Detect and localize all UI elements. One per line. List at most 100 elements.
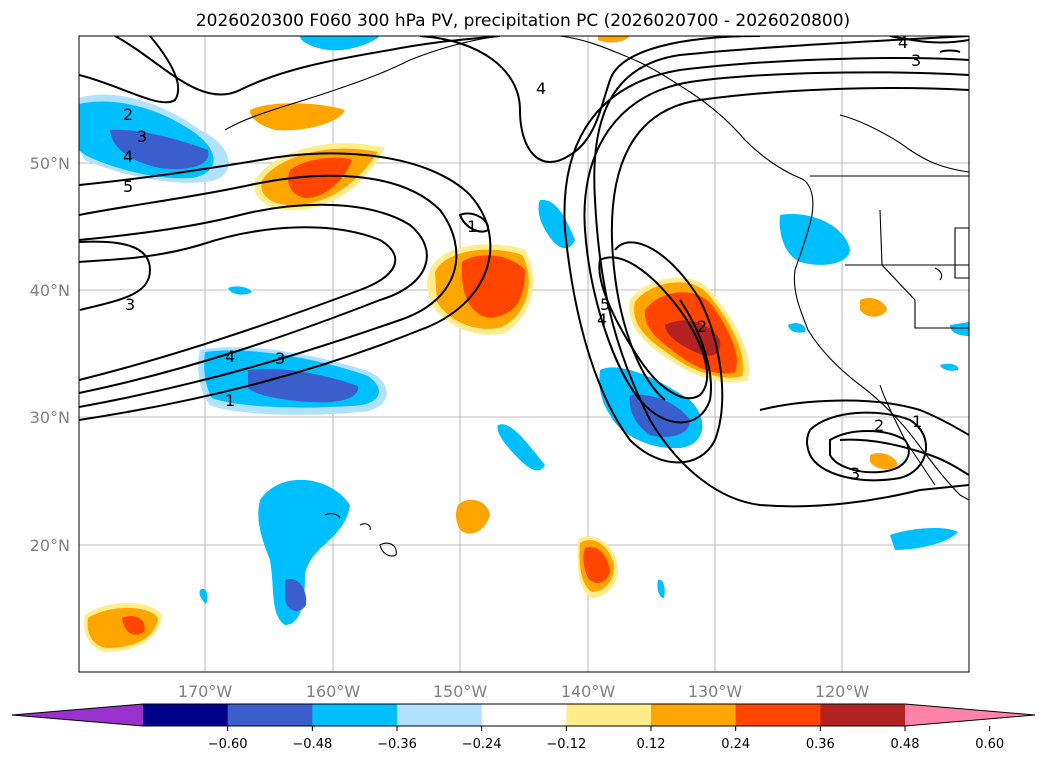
colorbar-segment — [312, 704, 398, 726]
contour-label: 5 — [123, 177, 133, 196]
neg-area-aleutian-core — [110, 129, 209, 170]
pos-area-southwest-core — [122, 615, 145, 635]
lon-label: 150°W — [433, 682, 488, 701]
pv-contour-north-2 — [79, 36, 180, 104]
colorbar: −0.60 −0.48 −0.36 −0.24 −0.12 0.12 0.24 0.36 0.4… — [11, 703, 1036, 752]
pv-contour-jet-4 — [79, 152, 492, 421]
colorbar-outline — [11, 703, 1036, 727]
neg-area-mexico — [890, 528, 958, 550]
pv-contour-low-1 — [806, 411, 927, 482]
pv-contour-south-east-2 — [839, 438, 969, 476]
colorbar-segment — [651, 704, 737, 726]
contour-label: 3 — [125, 295, 135, 314]
colorbar-tick-label: −0.60 — [208, 737, 248, 752]
neg-area-small-6 — [940, 363, 959, 371]
neg-area-hawaii-west-core — [285, 579, 307, 612]
lon-label: 140°W — [561, 682, 616, 701]
latitude-labels: 50°N 40°N 30°N 20°N — [30, 154, 70, 555]
colorbar-segment — [820, 704, 906, 726]
state-borders-west — [879, 209, 969, 329]
pos-area-north-edge — [598, 36, 630, 43]
contour-label: 4 — [597, 310, 607, 329]
neg-area-subtropical-core — [248, 368, 359, 403]
map-frame — [78, 35, 970, 673]
hawaii-island-1 — [324, 513, 341, 519]
contour-label: 2 — [697, 317, 707, 336]
pos-area-baja — [870, 453, 898, 470]
colorbar-ticks: −0.60 −0.48 −0.36 −0.24 −0.12 0.12 0.24 0.36 0.4… — [208, 726, 1004, 752]
lon-label: 170°W — [178, 682, 233, 701]
contour-label: 4 — [536, 79, 546, 98]
contour-label: 3 — [275, 349, 285, 368]
map-area: 2 3 4 5 4 3 1 3 4 1 5 4 2 4 3 2 1 3 — [79, 36, 969, 672]
neg-area-pacific-northwest — [779, 214, 850, 265]
neg-area-hawaii-west — [258, 479, 350, 625]
contour-label: 3 — [850, 464, 860, 483]
contour-label: 3 — [137, 127, 147, 146]
colorbar-low-extension — [12, 704, 143, 726]
contour-label: 1 — [467, 217, 477, 236]
colorbar-tick-label: 0.36 — [806, 737, 835, 752]
colorbar-tick-label: 0.60 — [975, 737, 1004, 752]
colorbar-tick-label: 0.12 — [637, 737, 666, 752]
pv-contour-jet-3 — [79, 174, 458, 408]
lon-label: 130°W — [688, 682, 743, 701]
pos-area-south-core — [583, 547, 610, 584]
neg-area-small-3 — [228, 286, 252, 295]
contour-labels: 2 3 4 5 4 3 1 3 4 1 5 4 2 4 3 2 1 3 — [123, 36, 922, 483]
west-coast — [559, 36, 969, 501]
pv-contour-trough-4 — [610, 87, 969, 401]
neg-area-small-5 — [950, 322, 969, 336]
lake-1 — [934, 267, 943, 281]
lon-label: 160°W — [306, 682, 361, 701]
pos-area-hawaii-east — [455, 499, 490, 534]
pv-contour-trough-2 — [563, 57, 969, 464]
colorbar-segment — [143, 704, 229, 726]
pv-contour-north-3 — [419, 36, 761, 163]
figure-title: 2026020300 F060 300 hPa PV, precipitatio… — [196, 11, 850, 31]
hawaii-island-3 — [379, 542, 397, 557]
pv-contour-trough-3 — [583, 71, 969, 424]
pv-contour-south-east — [759, 399, 969, 436]
colorbar-high-extension — [905, 704, 1035, 726]
pv-contour-west-loop — [79, 240, 152, 311]
pv-contour-jet-2 — [79, 203, 428, 394]
pv-contour-cutoff — [598, 256, 708, 400]
colorbar-tick-label: 0.24 — [721, 737, 750, 752]
contour-label: 4 — [123, 147, 133, 166]
pos-area-gulf-core — [288, 157, 352, 198]
pv-contour-trough-outer — [593, 36, 969, 508]
contour-label: 3 — [911, 51, 921, 70]
lat-label: 30°N — [30, 408, 70, 427]
pv-contour-northeast — [889, 36, 969, 44]
neg-area-small-1 — [199, 588, 208, 604]
state-borders-east — [954, 227, 969, 279]
aleutian-chain — [224, 36, 501, 131]
contour-label: 2 — [874, 416, 884, 435]
canada-inland — [839, 114, 969, 173]
contour-label: 1 — [225, 391, 235, 410]
colorbar-segment — [735, 704, 821, 726]
pv-contour-low-2 — [829, 430, 910, 474]
lat-label: 40°N — [30, 281, 70, 300]
colorbar-segment — [227, 704, 313, 726]
colorbar-tick-label: −0.12 — [546, 737, 586, 752]
pv-contour-inner-jet — [79, 226, 397, 381]
longitude-labels: 170°W 160°W 150°W 140°W 130°W 120°W — [178, 682, 870, 701]
pv-contour-small-loop — [458, 212, 490, 233]
pv-contour-northeast-2 — [939, 49, 961, 53]
colorbar-segments — [143, 704, 906, 726]
colorbar-segment — [397, 704, 483, 726]
contour-label: 5 — [600, 295, 610, 314]
pos-area-central-core — [461, 255, 525, 318]
colorbar-segment — [481, 704, 567, 726]
neg-area-east-pacific-mid — [497, 424, 545, 471]
contour-label: 4 — [225, 347, 235, 366]
neg-area-small-4 — [788, 323, 806, 333]
neg-area-small-2 — [657, 579, 665, 598]
lat-label: 50°N — [30, 154, 70, 173]
contour-label: 2 — [123, 105, 133, 124]
hawaii-island-2 — [359, 523, 371, 531]
colorbar-segment — [566, 704, 652, 726]
